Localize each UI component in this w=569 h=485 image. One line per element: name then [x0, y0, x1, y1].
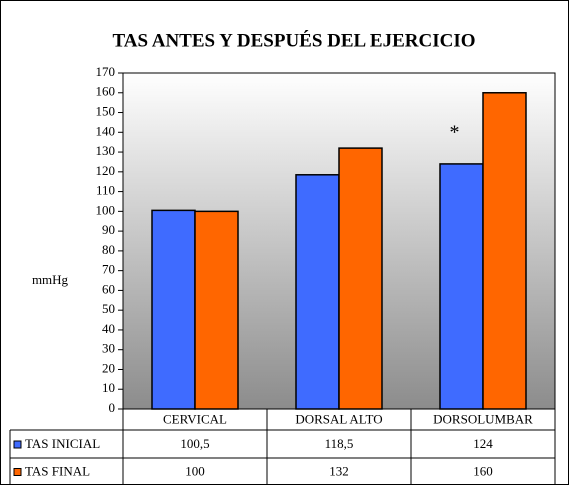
y-tick-label: 80 [102, 242, 115, 257]
y-tick-label: 120 [96, 163, 116, 178]
bar [482, 92, 527, 410]
x-tick-label: DORSAL ALTO [295, 411, 382, 426]
table-value: 132 [329, 463, 349, 478]
y-tick-label: 70 [102, 262, 115, 277]
table-value: 100 [185, 463, 205, 478]
y-tick-label: 100 [96, 202, 116, 217]
annotation: * [450, 122, 460, 144]
legend-label: TAS FINAL [25, 463, 90, 478]
chart-title: TAS ANTES Y DESPUÉS DEL EJERCICIO [112, 29, 475, 51]
table-value: 124 [473, 436, 493, 451]
y-tick-label: 40 [102, 321, 115, 336]
y-axis-label: mmHg [32, 272, 69, 287]
y-tick-label: 150 [96, 104, 116, 119]
y-tick-label: 30 [102, 341, 115, 356]
bar [295, 174, 340, 410]
table-value: 100,5 [180, 436, 209, 451]
bar [151, 209, 196, 410]
y-tick-label: 20 [102, 360, 115, 375]
x-tick-label: CERVICAL [163, 411, 227, 426]
y-tick-label: 130 [96, 143, 116, 158]
y-tick-label: 110 [96, 183, 115, 198]
bar [338, 147, 383, 410]
y-tick-label: 60 [102, 281, 115, 296]
bar [194, 210, 239, 410]
y-tick-label: 160 [96, 84, 116, 99]
legend-swatch [13, 468, 22, 476]
bar [439, 163, 484, 410]
table-value: 118,5 [325, 436, 354, 451]
y-tick-label: 140 [96, 123, 116, 138]
x-tick-label: DORSOLUMBAR [433, 411, 533, 426]
y-tick-label: 170 [96, 64, 116, 79]
table-value: 160 [473, 463, 493, 478]
legend-label: TAS INICIAL [25, 436, 100, 451]
y-tick-label: 90 [102, 222, 115, 237]
y-tick-label: 0 [109, 400, 116, 415]
y-tick-label: 50 [102, 301, 115, 316]
y-tick-label: 10 [102, 380, 115, 395]
legend-swatch [13, 440, 22, 449]
